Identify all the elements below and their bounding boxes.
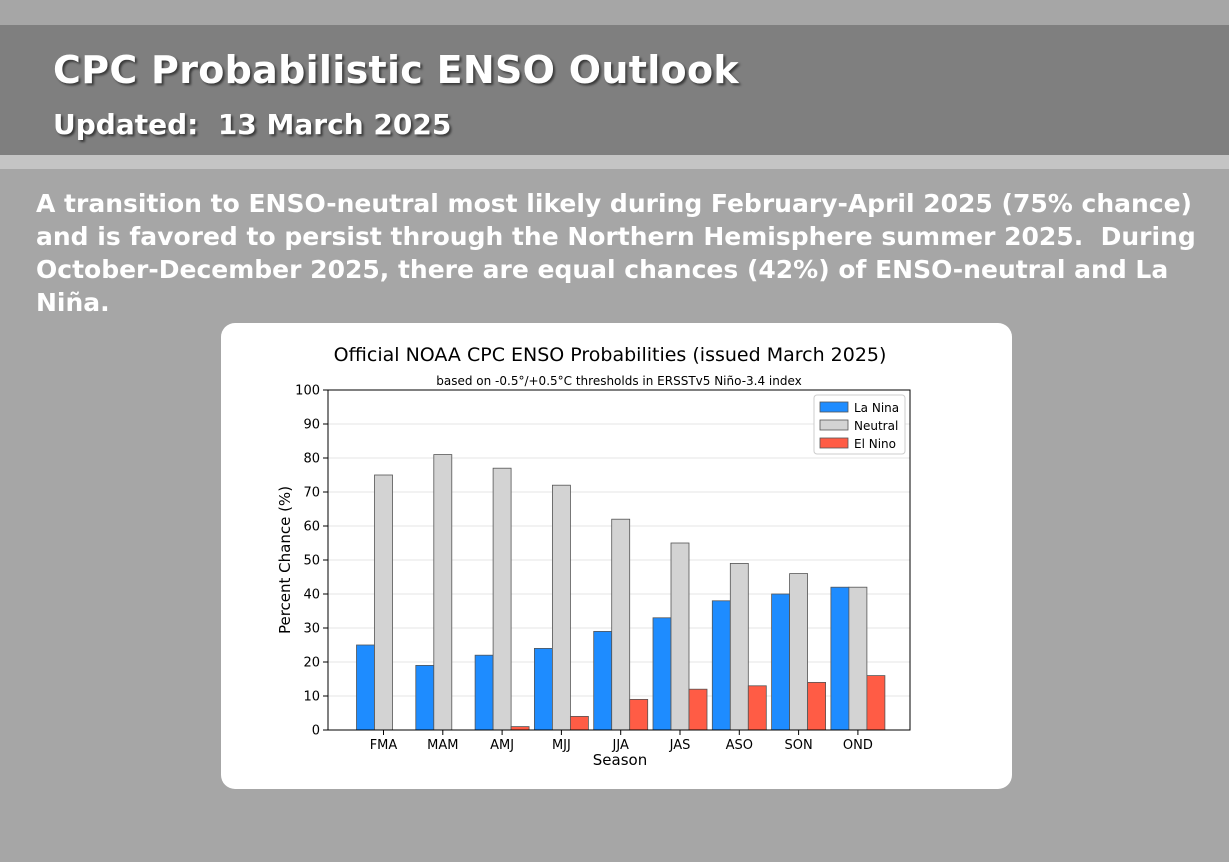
divider	[0, 155, 1229, 169]
bar-neutral-aso	[729, 562, 749, 731]
x-tick-label: MJJ	[552, 738, 571, 753]
y-tick-label: 20	[303, 656, 320, 671]
legend-swatch	[819, 437, 849, 449]
legend-label: Neutral	[854, 419, 898, 433]
bar-la-nina-mjj	[533, 647, 553, 731]
bar-la-nina-amj	[474, 654, 494, 731]
bar-neutral-jas	[670, 542, 690, 731]
bar-la-nina-aso	[711, 600, 731, 731]
outlook-summary: A transition to ENSO-neutral most likely…	[36, 189, 1205, 317]
bar-neutral-amj	[492, 467, 512, 731]
x-tick-label: JJA	[612, 738, 629, 753]
y-axis: 0 10 20 30 40 50 60 70 80 90 100	[295, 384, 328, 739]
y-tick-label: 0	[312, 724, 320, 739]
bar-la-nina-son	[771, 593, 790, 731]
bar-la-nina-jas	[652, 617, 672, 731]
bar-neutral-ond	[848, 586, 868, 731]
bar-el-nino-aso	[747, 685, 767, 731]
y-tick-label: 60	[303, 520, 320, 535]
bar-neutral-fma	[374, 474, 393, 731]
y-tick-label: 30	[303, 622, 320, 637]
y-tick-label: 10	[303, 690, 320, 705]
legend-swatch	[819, 401, 849, 413]
legend-swatch	[819, 419, 849, 431]
bar-la-nina-fma	[356, 644, 375, 731]
updated-date: Updated: 13 March 2025	[53, 108, 452, 141]
x-tick-label: FMA	[370, 738, 398, 753]
bar-el-nino-jas	[688, 688, 708, 731]
bar-el-nino-amj	[510, 726, 530, 731]
chart-title: Official NOAA CPC ENSO Probabilities (is…	[334, 344, 887, 366]
y-axis-label: Percent Chance (%)	[276, 486, 294, 634]
legend: La Nina Neutral El Nino	[813, 394, 906, 455]
x-axis-label: Season	[593, 751, 647, 769]
chart-card: Official NOAA CPC ENSO Probabilities (is…	[221, 323, 1012, 789]
bar-neutral-mam	[433, 454, 453, 731]
bar-el-nino-ond	[866, 675, 886, 731]
y-tick-label: 40	[303, 588, 320, 603]
enso-probability-chart: Official NOAA CPC ENSO Probabilities (is…	[276, 344, 911, 769]
x-tick-label: OND	[843, 738, 873, 753]
legend-label: La Nina	[854, 401, 899, 415]
bars	[356, 454, 886, 731]
bar-la-nina-ond	[830, 586, 850, 731]
bar-el-nino-jja	[629, 698, 649, 731]
chart-subtitle: based on -0.5°/+0.5°C thresholds in ERSS…	[436, 374, 802, 388]
legend-label: El Nino	[854, 437, 896, 451]
bar-neutral-son	[789, 573, 808, 731]
y-tick-label: 90	[303, 418, 320, 433]
page-title: CPC Probabilistic ENSO Outlook	[53, 48, 739, 92]
x-tick-label: JAS	[669, 738, 691, 753]
title-band	[0, 25, 1229, 155]
x-tick-label: MAM	[427, 738, 458, 753]
bar-neutral-jja	[611, 518, 631, 731]
y-tick-label: 80	[303, 452, 320, 467]
y-tick-label: 70	[303, 486, 320, 501]
bar-el-nino-son	[807, 681, 826, 731]
bar-la-nina-jja	[593, 630, 613, 731]
bar-la-nina-mam	[415, 664, 435, 731]
x-tick-label: SON	[784, 738, 812, 753]
x-tick-label: AMJ	[490, 738, 514, 753]
x-tick-label: ASO	[726, 738, 753, 753]
x-axis: FMA MAM AMJ MJJ JJA JAS ASO SON OND	[370, 730, 873, 753]
y-tick-label: 50	[303, 554, 320, 569]
bar-neutral-mjj	[551, 484, 571, 731]
y-tick-label: 100	[295, 384, 320, 399]
bar-el-nino-mjj	[569, 715, 589, 731]
